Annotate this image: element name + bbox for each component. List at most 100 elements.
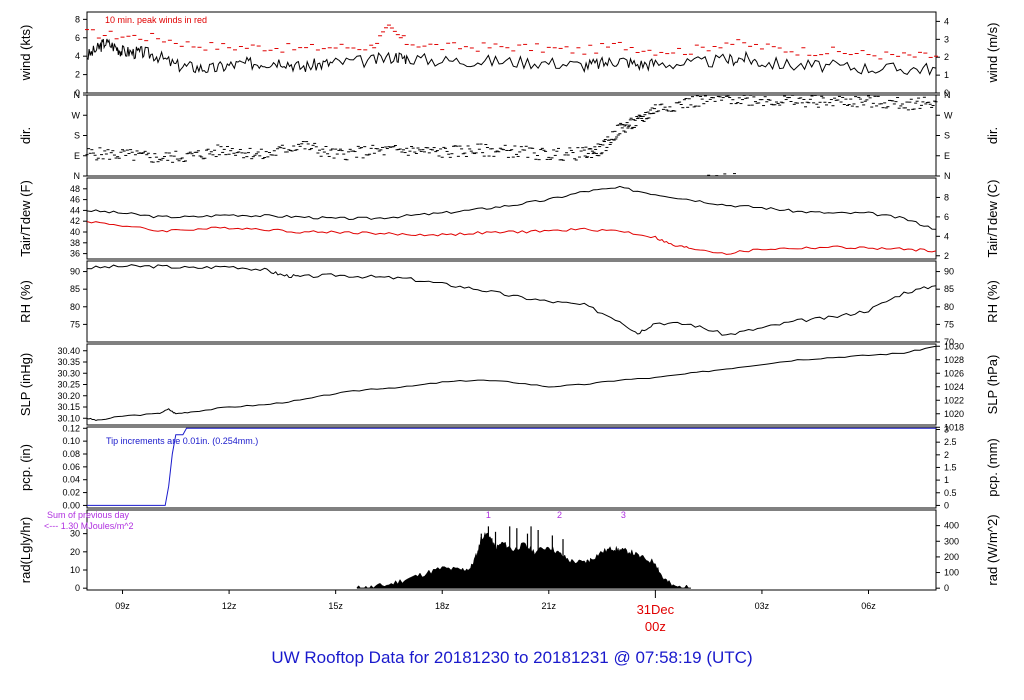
panel-7-ytick-right-label: 100 [944,568,959,578]
panel-4-ytick-right-label: 70 [944,337,954,347]
panel-7-ytick-right-label: 400 [944,521,959,531]
panel-1-ylabel: wind (kts) [18,25,33,82]
panel-2-ytick-right-label: E [944,151,950,161]
panel-7-marker-label: 2 [557,510,562,520]
panel-2-ytick-label: S [74,131,80,141]
panel-4-series-1-line [86,264,937,336]
panel-5-ytick-right-label: 1018 [944,422,964,432]
x-tick-label: 06z [861,601,876,611]
panel-6-ylabel-right: pcp. (mm) [985,438,1000,497]
page-title: UW Rooftop Data for 20181230 to 20181231… [271,648,753,667]
panel-2-ylabel-right: dir. [985,127,1000,144]
panel-6-ytick-right-label: 0.5 [944,488,957,498]
panel-2-ytick-right-label: N [944,171,951,181]
panel-3-ytick-right-label: 2 [944,251,949,261]
panel-6-ylabel: pcp. (in) [18,444,33,491]
panel-3-ylabel: Tair/Tdew (F) [18,180,33,257]
panel-7-ylabel: rad(Lgly/hr) [18,517,33,583]
panel-4-ytick-label: 90 [70,267,80,277]
panel-5-ytick-label: 30.20 [57,391,80,401]
x-tick-label: 09z [115,601,130,611]
panel-1-ytick-right-label: 4 [944,16,949,26]
panel-2-ylabel: dir. [18,127,33,144]
panel-4-ytick-right-label: 80 [944,302,954,312]
panel-1-ytick-label: 2 [75,70,80,80]
panel-5-ylabel-right: SLP (hPa) [985,355,1000,415]
panel-4-ylabel-right: RH (%) [985,280,1000,323]
panel-7-frame [86,509,937,591]
panel-1-annotation: 10 min. peak winds in red [105,15,207,25]
panel-2-ytick-right-label: S [944,131,950,141]
panel-1-frame [86,11,937,94]
panel-1-series-1-line [86,38,937,76]
panel-5-ytick-right-label: 1028 [944,355,964,365]
x-date-label: 31Dec [637,602,675,617]
x-tick-label: 15z [328,601,343,611]
panel-1-ytick-label: 0 [75,88,80,98]
panel-5-ytick-label: 30.30 [57,368,80,378]
panel-5-ytick-label: 30.25 [57,380,80,390]
panel-5-ytick-label: 30.35 [57,357,80,367]
panel-6-ytick-label: 0.10 [62,436,80,446]
panel-6-ytick-right-label: 1.5 [944,462,957,472]
panel-6-ytick-label: 0.04 [62,475,80,485]
panel-6-ytick-label: 0.12 [62,423,80,433]
panel-6-ytick-label: 0.08 [62,449,80,459]
panel-1-ytick-label: 4 [75,51,80,61]
panel-1-ytick-label: 6 [75,33,80,43]
panel-5-ytick-label: 30.40 [57,346,80,356]
panel-2-ytick-label: E [74,151,80,161]
panel-4-ytick-label: 80 [70,302,80,312]
panel-7-marker-label: 3 [621,510,626,520]
panel-3-series-1-line [86,185,937,230]
panel-7-ytick-label: 30 [70,529,80,539]
panel-7-ytick-right-label: 0 [944,583,949,593]
panel-1-ytick-right-label: 2 [944,52,949,62]
panel-1-ytick-right-label: 1 [944,70,949,80]
panel-3-ytick-label: 44 [70,205,80,215]
panel-3-ytick-right-label: 8 [944,192,949,202]
panel-4-ytick-right-label: 75 [944,319,954,329]
panel-3-ytick-label: 36 [70,249,80,259]
x-date-hour-label: 00z [645,619,666,634]
panel-3-ytick-label: 38 [70,238,80,248]
panel-5-series-1-line [86,345,937,422]
panel-5-ytick-right-label: 1022 [944,395,964,405]
panel-5-ytick-label: 30.15 [57,402,80,412]
panel-5-ytick-right-label: 1026 [944,368,964,378]
panel-4-ylabel: RH (%) [18,280,33,323]
panel-7-ytick-label: 20 [70,547,80,557]
panel-2-ytick-label: W [72,110,81,120]
panel-2-ytick-label: N [74,171,81,181]
panel-3-series-2-line [86,221,937,255]
panel-7-ytick-right-label: 200 [944,552,959,562]
panel-4-frame [86,260,937,343]
panel-7-marker-label: 1 [486,510,491,520]
panel-4-ytick-right-label: 90 [944,267,954,277]
panel-7-annotation-line-2: <--- 1.30 MJoules/m^2 [44,521,134,531]
panel-6-ytick-label: 0.06 [62,462,80,472]
panel-6-ytick-right-label: 2.5 [944,437,957,447]
panel-1-ytick-right-label: 3 [944,34,949,44]
panel-3-ytick-right-label: 4 [944,231,949,241]
panel-3-ytick-label: 42 [70,216,80,226]
panel-3-ytick-label: 48 [70,184,80,194]
panel-3-frame [86,177,937,260]
panel-5-ytick-label: 30.10 [57,413,80,423]
panel-7-annotation-line-1: Sum of previous day [47,510,130,520]
panel-4-ytick-label: 75 [70,319,80,329]
panel-2-ytick-label: N [74,90,81,100]
panel-4-ytick-label: 85 [70,284,80,294]
x-tick-label: 12z [222,601,237,611]
panel-1-ylabel-right: wind (m/s) [985,23,1000,84]
panel-6-ytick-label: 0.00 [62,500,80,510]
panel-5-ytick-right-label: 1024 [944,382,964,392]
panel-4-ytick-right-label: 85 [944,284,954,294]
panel-3-ytick-label: 46 [70,195,80,205]
panel-5-ylabel: SLP (inHg) [18,353,33,416]
panel-5-ytick-right-label: 1020 [944,409,964,419]
panel-7-ylabel-right: rad (W/m^2) [985,514,1000,585]
panel-7-ytick-label: 0 [75,583,80,593]
